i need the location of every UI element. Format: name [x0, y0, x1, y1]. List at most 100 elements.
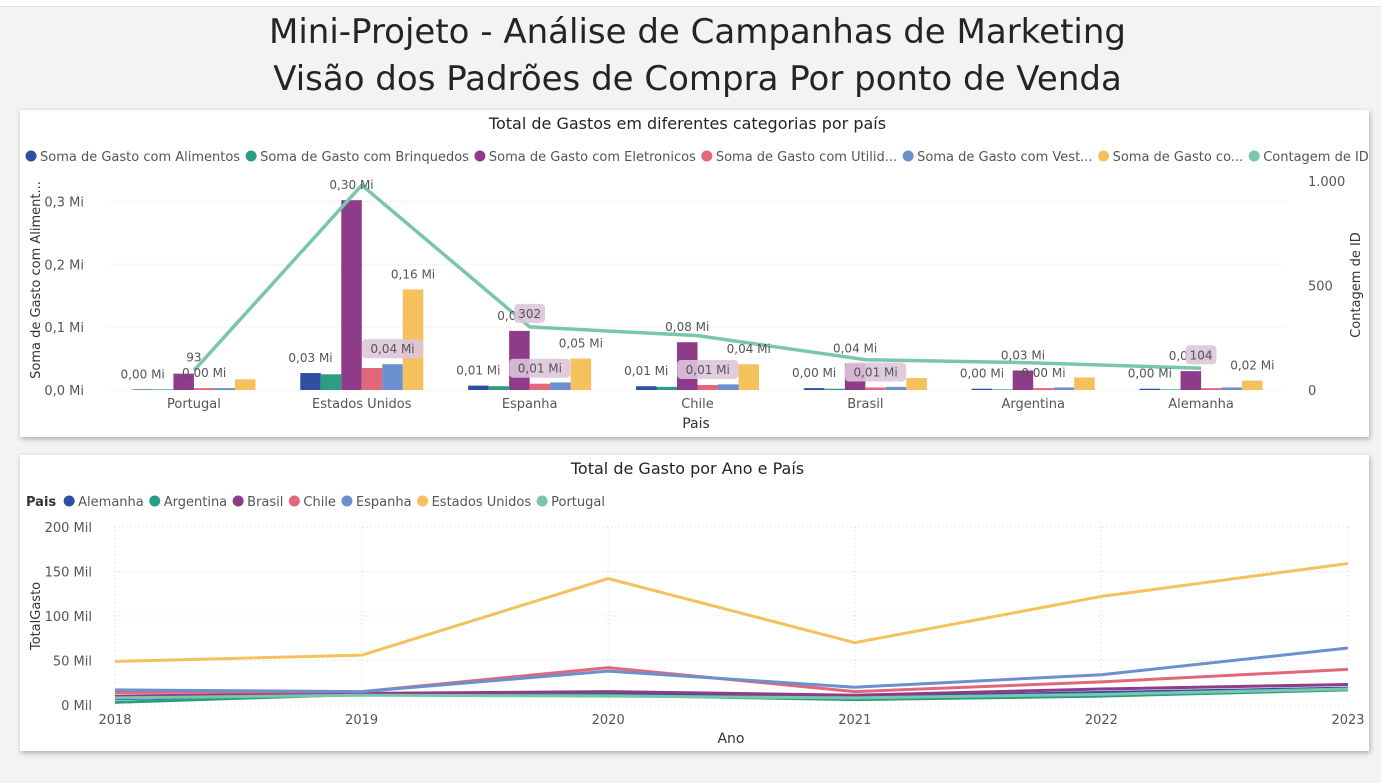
data-label-text: 0,03 Mi — [1001, 349, 1045, 363]
legend-item: Soma de Gasto co... — [1113, 150, 1244, 165]
data-label: 0,04 Mi — [361, 339, 424, 359]
bar — [865, 387, 886, 390]
bar — [656, 386, 677, 390]
data-label: 302 — [514, 303, 546, 323]
data-label-text: 0,02 Mi — [1230, 359, 1274, 373]
category-spend-chart[interactable]: Total de Gastos em diferentes categorias… — [20, 110, 1369, 437]
x-axis-title: Pais — [682, 416, 710, 432]
data-label-text: 0,01 Mi — [624, 364, 668, 378]
bar — [1012, 370, 1034, 390]
legend-title: Pais — [26, 495, 56, 510]
chart-title: Total de Gasto por Ano e País — [570, 459, 804, 478]
data-label: 0,01 Mi — [677, 359, 739, 379]
legend-marker — [149, 495, 161, 507]
bar — [1221, 387, 1243, 390]
year-chart-card[interactable]: Total de Gasto por Ano e País Pais Alemanh… — [20, 455, 1369, 751]
legend-item: Soma de Gasto com Eletronicos — [489, 150, 696, 165]
data-label-text: 0,00 Mi — [1128, 367, 1172, 381]
x-tick-label: Estados Unidos — [312, 397, 412, 412]
data-label-text: 0,00 Mi — [1021, 366, 1065, 380]
legend-item: Alemanha — [78, 495, 144, 510]
data-label-text: 0,04 Mi — [833, 342, 877, 356]
data-label: 0,00 Mi — [1021, 366, 1065, 380]
x-axis-title: Ano — [717, 731, 744, 747]
data-label-text: 0,00 Mi — [182, 366, 226, 380]
legend-item: Soma de Gasto com Vest... — [917, 150, 1092, 165]
data-label: 0,00 Mi — [960, 367, 1004, 381]
year-country-chart[interactable]: Total de Gasto por Ano e País Pais Alemanh… — [20, 455, 1369, 751]
bar — [636, 386, 657, 390]
bar — [132, 389, 153, 390]
category-chart-card[interactable]: Total de Gastos em diferentes categorias… — [20, 110, 1369, 437]
bar — [361, 368, 383, 390]
bar — [173, 373, 194, 390]
bar — [906, 378, 927, 390]
data-label: 93 — [186, 351, 201, 365]
data-label: 0,01 Mi — [456, 364, 500, 378]
y-tick-label: 150 Mil — [45, 566, 92, 581]
data-label-box — [509, 358, 571, 378]
data-label: 0,02 Mi — [1230, 359, 1274, 373]
x-tick-label: 2019 — [345, 713, 378, 728]
bar — [803, 388, 825, 390]
legend-item: Soma de Gasto com Brinquedos — [260, 150, 469, 165]
x-tick-label: 2022 — [1085, 713, 1118, 728]
chart-title: Total de Gastos em diferentes categorias… — [488, 114, 886, 133]
legend-item: Chile — [303, 495, 336, 510]
data-label-text: 0,08 Mi — [665, 320, 709, 334]
bar — [234, 379, 256, 390]
data-label: 104 — [1185, 345, 1217, 365]
data-label: 0,01 Mi — [509, 358, 571, 378]
bar — [468, 385, 489, 390]
data-label-box — [677, 359, 739, 379]
bar — [529, 383, 551, 390]
data-label: 0,03 Mi — [288, 351, 332, 365]
bar — [824, 388, 845, 390]
x-tick-label: 2020 — [592, 713, 625, 728]
data-label: 0,01 Mi — [624, 364, 668, 378]
y-tick-label: 0,3 Mi — [44, 195, 84, 210]
bar — [1201, 388, 1222, 390]
x-tick-label: Chile — [681, 397, 714, 412]
data-label: 0,03 Mi — [1001, 349, 1045, 363]
legend-item: Contagem de ID — [1263, 150, 1369, 165]
data-label: 0,00 Mi — [1128, 367, 1172, 381]
x-tick-label: Espanha — [502, 397, 558, 412]
bar — [992, 389, 1013, 390]
y2-axis-title: Contagem de ID — [1349, 232, 1364, 338]
legend-item: Soma de Gasto com Alimentos — [40, 150, 240, 165]
series-line — [114, 646, 1349, 694]
legend-item: Portugal — [551, 495, 605, 510]
y-tick-label: 50 Mil — [53, 655, 92, 670]
data-label-text: 0,03 Mi — [288, 351, 332, 365]
bar — [488, 386, 510, 390]
legend-marker — [1098, 150, 1110, 162]
bar — [718, 384, 739, 390]
legend-marker — [474, 150, 486, 162]
legend-marker — [701, 150, 713, 162]
data-label-text: 93 — [186, 351, 201, 365]
legend-item: Brasil — [247, 495, 283, 510]
legend-marker — [288, 495, 300, 507]
bar — [1180, 371, 1202, 390]
y-axis-title: Soma de Gasto com Aliment... — [29, 181, 44, 379]
top-bar — [0, 0, 1381, 7]
y-tick-label: 0,1 Mi — [44, 321, 84, 336]
legend-item: Espanha — [356, 495, 412, 510]
data-label: 0,04 Mi — [727, 342, 771, 356]
bar — [300, 373, 321, 390]
y-tick-label: 0,2 Mi — [44, 258, 84, 273]
data-label: 0,16 Mi — [391, 267, 435, 281]
bar — [1160, 389, 1181, 390]
data-label: 0,05 Mi — [559, 337, 603, 351]
data-label-text: 0,01 Mi — [686, 363, 730, 377]
data-label-text: 104 — [1190, 348, 1213, 362]
bar — [152, 389, 174, 390]
x-tick-label: Brasil — [847, 397, 883, 412]
data-label-text: 0,01 Mi — [518, 362, 562, 376]
data-label: 0,04 Mi — [833, 342, 877, 356]
bar — [971, 388, 993, 390]
y2-tick-label: 0 — [1308, 384, 1316, 399]
y-tick-label: 100 Mil — [45, 610, 92, 625]
data-label-box — [514, 303, 546, 323]
